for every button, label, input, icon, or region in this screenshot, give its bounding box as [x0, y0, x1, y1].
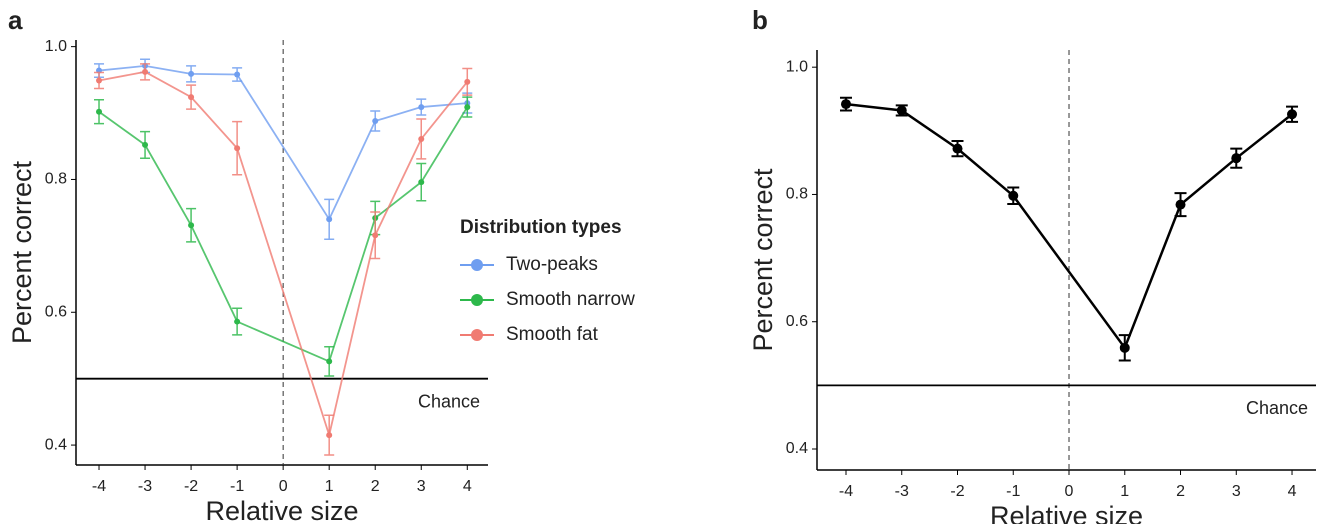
legend-label: Two-peaks — [506, 254, 598, 275]
data-point — [326, 216, 333, 223]
data-point — [896, 105, 907, 116]
data-point — [372, 232, 379, 239]
x-tick-label: -1 — [230, 478, 244, 495]
y-axis-label: Percent correct — [7, 160, 37, 344]
x-tick-label: 1 — [1120, 483, 1129, 500]
legend-label: Smooth fat — [506, 324, 599, 345]
x-axis-label: Relative size — [205, 496, 358, 524]
x-tick-label: 4 — [463, 478, 472, 495]
chance-label: Chance — [1246, 398, 1308, 418]
data-point — [96, 108, 103, 115]
data-point — [142, 141, 149, 148]
x-tick-label: 3 — [417, 478, 426, 495]
data-point — [188, 94, 195, 101]
y-tick-label: 0.8 — [786, 186, 808, 203]
x-tick-label: -4 — [839, 483, 853, 500]
chance-label: Chance — [418, 391, 480, 411]
data-point — [1231, 153, 1242, 164]
data-point — [418, 179, 425, 186]
x-tick-label: 3 — [1232, 483, 1241, 500]
series-line — [98, 106, 469, 363]
data-point — [840, 99, 851, 110]
legend-marker — [471, 259, 483, 271]
x-tick-label: 0 — [279, 478, 288, 495]
y-axis-label: Percent correct — [748, 168, 778, 352]
data-point — [188, 222, 195, 229]
data-point — [372, 118, 379, 125]
data-point — [234, 71, 241, 78]
y-tick-label: 0.6 — [45, 303, 67, 320]
data-point — [464, 78, 471, 85]
data-point — [326, 432, 333, 439]
series-line — [845, 102, 1293, 351]
legend-title: Distribution types — [460, 217, 622, 238]
panel-label: a — [8, 5, 23, 35]
x-tick-label: -2 — [184, 478, 198, 495]
series-line — [98, 70, 468, 439]
x-tick-label: 4 — [1288, 483, 1297, 500]
data-point — [1119, 342, 1130, 353]
data-point — [142, 68, 149, 75]
x-tick-label: -1 — [1006, 483, 1020, 500]
data-point — [96, 77, 103, 84]
data-point — [1175, 199, 1186, 210]
data-point — [952, 143, 963, 154]
x-tick-label: 0 — [1065, 483, 1074, 500]
x-tick-label: 1 — [325, 478, 334, 495]
series-line — [98, 64, 468, 222]
legend-label: Smooth narrow — [506, 289, 635, 310]
x-tick-label: -2 — [950, 483, 964, 500]
data-point — [234, 318, 241, 325]
legend-marker — [471, 329, 483, 341]
y-tick-label: 0.8 — [45, 171, 67, 188]
data-point — [234, 145, 241, 152]
y-tick-label: 0.4 — [45, 436, 67, 453]
legend-marker — [471, 294, 483, 306]
x-tick-label: -3 — [895, 483, 909, 500]
x-tick-label: 2 — [371, 478, 380, 495]
panel-label: b — [752, 5, 768, 35]
data-point — [1287, 109, 1298, 120]
x-tick-label: 2 — [1176, 483, 1185, 500]
data-point — [188, 70, 195, 77]
data-point — [418, 104, 425, 111]
x-axis-label: Relative size — [990, 501, 1143, 524]
data-point — [1008, 190, 1019, 201]
y-tick-label: 1.0 — [786, 58, 808, 75]
y-tick-label: 0.6 — [786, 313, 808, 330]
y-tick-label: 1.0 — [45, 38, 67, 55]
y-tick-label: 0.4 — [786, 440, 808, 457]
x-tick-label: -3 — [138, 478, 152, 495]
data-point — [326, 358, 333, 365]
x-tick-label: -4 — [92, 478, 106, 495]
data-point — [464, 104, 471, 111]
data-point — [418, 135, 425, 142]
